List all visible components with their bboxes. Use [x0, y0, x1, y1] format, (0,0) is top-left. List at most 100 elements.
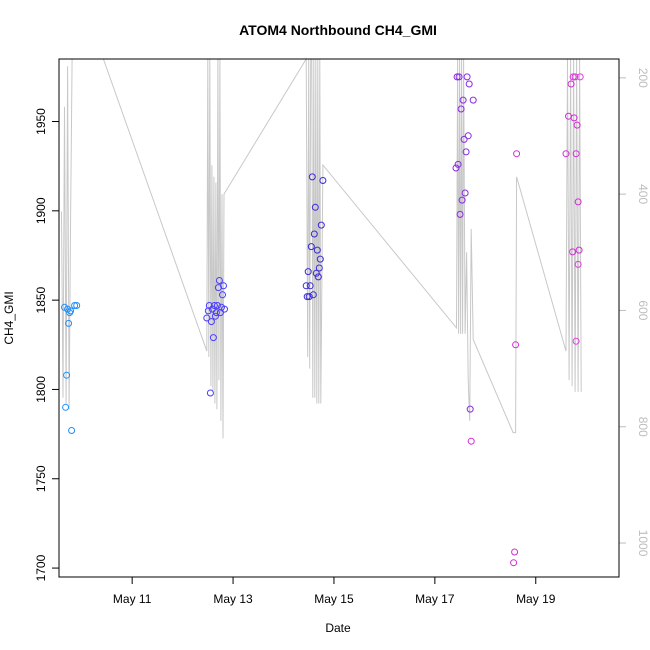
data-point: [575, 246, 583, 254]
data-point: [454, 160, 462, 168]
x-tick-label: May 13: [213, 592, 253, 606]
points-layer: [61, 73, 584, 567]
data-point: [457, 105, 465, 113]
data-point: [311, 203, 319, 211]
data-point: [212, 309, 220, 317]
data-point: [315, 264, 323, 272]
x-tick-label: May 11: [113, 592, 152, 606]
y-tick-label: 1950: [34, 108, 48, 135]
data-point: [458, 196, 466, 204]
x-axis-label: Date: [325, 621, 351, 635]
data-point: [66, 309, 74, 317]
secondary-line-layer: [61, 57, 582, 439]
data-point: [73, 302, 81, 309]
data-point: [571, 73, 579, 81]
right-tick-label: 1000: [636, 530, 650, 557]
data-point: [71, 302, 79, 309]
data-point: [209, 334, 217, 342]
data-point: [467, 437, 475, 445]
right-tick-label: 400: [636, 184, 650, 204]
data-point: [304, 268, 312, 276]
data-point: [65, 319, 73, 327]
data-point: [463, 73, 471, 81]
data-point: [220, 282, 227, 290]
data-point: [308, 173, 316, 181]
data-point: [460, 135, 468, 143]
data-point: [574, 260, 582, 268]
data-point: [211, 312, 219, 320]
data-point: [453, 73, 461, 81]
data-point: [572, 150, 580, 158]
y-tick-label: 1900: [34, 197, 48, 224]
data-point: [456, 210, 464, 218]
y-tick-label: 1750: [34, 465, 48, 492]
data-point: [316, 255, 324, 263]
right-tick-label: 600: [636, 300, 650, 320]
data-point: [567, 80, 575, 88]
plot-frame: [58, 58, 620, 578]
x-tick-label: May 17: [415, 592, 455, 606]
data-point: [68, 427, 76, 434]
data-point: [462, 148, 470, 156]
data-point: [63, 371, 71, 379]
data-point: [469, 96, 477, 104]
data-point: [307, 243, 315, 251]
data-point: [221, 305, 228, 313]
data-point: [216, 309, 224, 317]
data-point: [317, 221, 325, 229]
data-point: [572, 337, 580, 345]
data-point: [306, 282, 314, 290]
data-point: [513, 150, 521, 158]
data-point: [305, 293, 313, 301]
right-axis: 200 400 600 800 1000: [618, 68, 650, 557]
data-point: [459, 96, 467, 104]
y-axis: 1700 1750 1800 1850 1900 1950: [34, 108, 59, 581]
data-point: [319, 177, 327, 184]
data-point: [452, 164, 460, 172]
data-point: [67, 307, 75, 315]
y-axis-label: CH4_GMI: [2, 291, 16, 344]
data-point: [562, 150, 570, 158]
y-tick-label: 1700: [34, 554, 48, 581]
data-point: [210, 302, 218, 309]
data-point: [569, 248, 577, 256]
data-point: [464, 132, 472, 140]
data-point: [208, 305, 216, 313]
y-tick-label: 1850: [34, 286, 48, 313]
x-tick-label: May 19: [516, 592, 556, 606]
data-point: [574, 198, 582, 206]
data-point: [510, 559, 518, 567]
right-tick-label: 200: [636, 68, 650, 88]
data-point: [312, 269, 320, 277]
data-point: [465, 80, 473, 88]
data-point: [570, 114, 578, 122]
data-point: [313, 246, 321, 254]
data-point: [206, 389, 214, 397]
data-point: [314, 273, 322, 281]
data-point: [62, 403, 70, 411]
data-point: [466, 405, 474, 413]
data-point: [569, 73, 577, 81]
data-point: [309, 291, 317, 299]
data-point: [219, 291, 226, 299]
data-point: [207, 318, 215, 326]
data-point: [511, 548, 519, 556]
data-point: [303, 293, 311, 301]
y-tick-label: 1800: [34, 376, 48, 403]
data-point: [512, 341, 520, 349]
data-point: [455, 73, 463, 81]
chart-title: ATOM4 Northbound CH4_GMI: [239, 22, 437, 38]
data-point: [213, 302, 221, 309]
data-point: [576, 73, 584, 81]
secondary-series-line: [61, 57, 582, 439]
right-tick-label: 800: [636, 417, 650, 437]
data-point: [302, 282, 310, 290]
x-tick-label: May 15: [314, 592, 354, 606]
data-point: [461, 189, 469, 197]
data-point: [203, 314, 211, 322]
data-point: [215, 277, 223, 284]
data-point: [310, 230, 318, 238]
x-axis: May 11 May 13 May 15 May 17 May 19: [113, 577, 556, 606]
